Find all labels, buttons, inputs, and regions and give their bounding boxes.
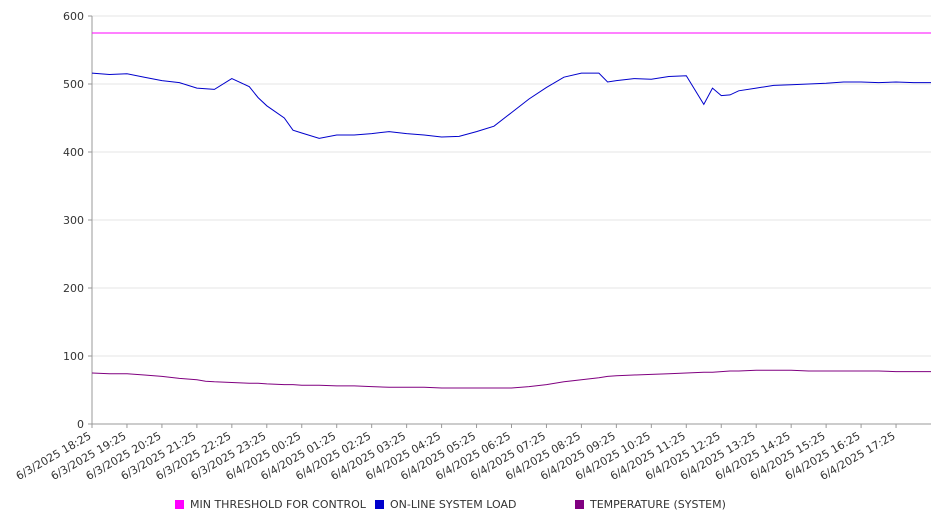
legend-label: ON-LINE SYSTEM LOAD — [390, 498, 517, 511]
y-tick-label: 100 — [63, 350, 84, 363]
legend-item-system-load[interactable]: ON-LINE SYSTEM LOAD — [375, 498, 516, 511]
legend-swatch — [175, 500, 184, 509]
series-line-1 — [91, 72, 931, 139]
x-axis-ticks: 6/3/2025 18:256/3/2025 19:256/3/2025 20:… — [14, 424, 898, 483]
gridlines — [92, 15, 931, 357]
y-tick-label: 0 — [77, 418, 84, 431]
y-tick-label: 200 — [63, 282, 84, 295]
series-line-2 — [91, 369, 931, 389]
y-tick-label: 600 — [63, 10, 84, 23]
legend-label: TEMPERATURE (SYSTEM) — [590, 498, 726, 511]
legend-item-min-threshold[interactable]: MIN THRESHOLD FOR CONTROL — [175, 498, 366, 511]
y-tick-label: 500 — [63, 78, 84, 91]
y-tick-label: 400 — [63, 146, 84, 159]
y-tick-label: 300 — [63, 214, 84, 227]
y-axis-ticks: 0 100 200 300 400 500 600 — [63, 10, 92, 431]
legend: MIN THRESHOLD FOR CONTROL ON-LINE SYSTEM… — [0, 498, 946, 514]
legend-item-temperature[interactable]: TEMPERATURE (SYSTEM) — [575, 498, 726, 511]
legend-swatch — [375, 500, 384, 509]
legend-label: MIN THRESHOLD FOR CONTROL — [190, 498, 366, 511]
legend-swatch — [575, 500, 584, 509]
series-lines — [91, 32, 931, 389]
